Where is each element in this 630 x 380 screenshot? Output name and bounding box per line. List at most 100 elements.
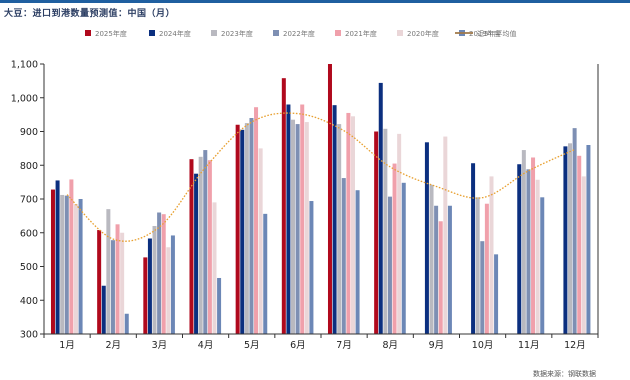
bar-2022年度-6月 [295, 124, 300, 334]
bar-2021年度-8月 [392, 163, 397, 334]
bar-2020年度-4月 [212, 202, 217, 335]
bar-2023年度-8月 [383, 128, 388, 334]
axes: 300 400 500 600 700 800 900 1,000 1,100 1月 2月 3月 4月 5… [11, 60, 599, 351]
bar-2025年度-2月 [97, 230, 102, 334]
x-tick-label: 4月 [198, 340, 214, 351]
bar-2019年度-12月 [586, 145, 591, 334]
bar-2022年度-12月 [572, 128, 577, 335]
bar-2021年度-2月 [115, 224, 120, 334]
bar-2025年度-6月 [281, 78, 286, 335]
bar-2024年度-5月 [240, 129, 245, 334]
bar-2019年度-9月 [447, 205, 452, 334]
bar-2022年度-11月 [526, 169, 531, 334]
bar-2019年度-3月 [170, 235, 175, 334]
bar-2025年度-4月 [189, 159, 194, 334]
bar-2023年度-5月 [244, 123, 249, 334]
y-tick-label: 1,100 [11, 60, 38, 71]
bar-2023年度-1月 [60, 194, 65, 334]
y-tick-label: 600 [20, 228, 38, 239]
legend-item-2022年度: 2022年度 [273, 29, 315, 38]
x-tick-label: 11月 [518, 340, 540, 351]
bar-2023年度-6月 [291, 119, 296, 334]
bar-2023年度-9月 [429, 184, 434, 334]
bar-2022年度-10月 [480, 241, 485, 334]
legend-label: 2022年度 [283, 29, 315, 38]
legend-label: 2021年度 [345, 29, 377, 38]
bar-2025年度-5月 [235, 124, 240, 334]
bar-2023年度-11月 [521, 150, 526, 334]
legend-item-2025年度: 2025年度 [85, 29, 127, 38]
bar-2024年度-9月 [424, 142, 429, 334]
y-tick-label: 900 [20, 127, 38, 138]
bar-2024年度-6月 [286, 104, 291, 334]
bar-2022年度-3月 [157, 212, 162, 334]
x-tick-label: 1月 [59, 340, 75, 351]
bar-2022年度-1月 [64, 195, 69, 335]
bar-2021年度-5月 [254, 107, 259, 334]
bar-2020年度-11月 [535, 179, 540, 334]
bar-2025年度-7月 [327, 64, 332, 334]
bar-2022年度-8月 [387, 196, 392, 334]
bar-2022年度-5月 [249, 118, 254, 334]
bar-2025年度-1月 [50, 189, 55, 334]
legend-item-2023年度: 2023年度 [211, 29, 253, 38]
legend-label: 2020年度 [407, 29, 439, 38]
average-line [66, 112, 576, 242]
bar-2020年度-5月 [258, 148, 263, 335]
bar-2021年度-9月 [438, 221, 443, 334]
bar-2019年度-11月 [540, 197, 545, 334]
bar-2022年度-9月 [434, 205, 439, 334]
legend-item-2020年度: 2020年度 [397, 29, 439, 38]
bar-2020年度-7月 [350, 116, 355, 334]
bar-2019年度-5月 [263, 213, 268, 334]
data-source-note: 数据来源：钢联数据 [533, 370, 596, 378]
bar-2019年度-7月 [355, 190, 360, 334]
x-tick-label: 3月 [152, 340, 168, 351]
bar-2020年度-6月 [304, 122, 309, 334]
bar-2022年度-7月 [341, 178, 346, 334]
bar-2023年度-7月 [337, 124, 342, 334]
y-tick-label: 500 [20, 262, 38, 273]
bar-2020年度-1月 [73, 204, 78, 334]
top-accent-bar [0, 0, 630, 3]
bar-2024年度-12月 [563, 146, 568, 334]
bar-2024年度-1月 [55, 180, 60, 334]
bar-2021年度-6月 [300, 104, 305, 334]
legend-label: 2025年度 [95, 29, 127, 38]
x-tick-label: 6月 [290, 340, 306, 351]
legend-label: 近5年平均值 [477, 29, 516, 38]
bar-2024年度-2月 [101, 285, 106, 334]
y-tick-label: 700 [20, 195, 38, 206]
bar-2020年度-12月 [581, 176, 586, 334]
legend-swatch [85, 30, 91, 36]
bar-2020年度-9月 [443, 136, 448, 334]
bar-2021年度-12月 [577, 155, 582, 334]
bar-2020年度-3月 [166, 247, 171, 334]
bar-2020年度-2月 [120, 232, 125, 334]
bar-2023年度-10月 [475, 197, 480, 334]
x-tick-label: 12月 [564, 340, 586, 351]
legend-swatch [149, 30, 155, 36]
y-tick-label: 300 [20, 330, 38, 341]
bar-2019年度-6月 [309, 201, 314, 334]
x-tick-label: 8月 [382, 340, 398, 351]
bar-2019年度-10月 [494, 254, 499, 334]
x-tick-label: 10月 [472, 340, 494, 351]
legend-item-2024年度: 2024年度 [149, 29, 191, 38]
bar-2021年度-10月 [484, 203, 489, 334]
bar-2024年度-3月 [147, 238, 152, 334]
bar-2025年度-8月 [374, 131, 379, 334]
x-tick-label: 9月 [429, 340, 445, 351]
x-tick-label: 5月 [244, 340, 260, 351]
x-tick-label: 7月 [336, 340, 352, 351]
bar-2024年度-8月 [378, 82, 383, 335]
x-tick-label: 2月 [105, 340, 121, 351]
bar-2024年度-11月 [517, 164, 522, 334]
bar-2020年度-10月 [489, 176, 494, 334]
y-tick-label: 1,000 [11, 93, 38, 104]
bar-2023年度-3月 [152, 226, 157, 334]
legend-swatch [211, 30, 217, 36]
chart-title: 大豆：进口到港数量预测值：中国（月） [4, 9, 176, 19]
bar-2023年度-2月 [106, 209, 111, 335]
